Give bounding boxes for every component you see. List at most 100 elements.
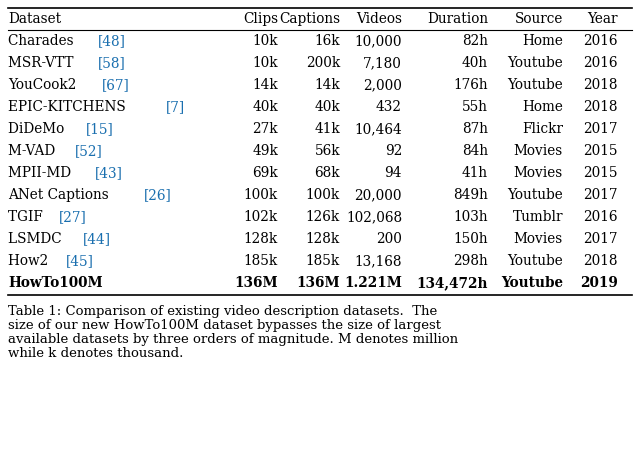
Text: [58]: [58] (98, 56, 126, 70)
Text: 102k: 102k (244, 210, 278, 224)
Text: 14k: 14k (252, 78, 278, 92)
Text: 150h: 150h (453, 232, 488, 246)
Text: 68k: 68k (314, 166, 340, 180)
Text: 126k: 126k (306, 210, 340, 224)
Text: 27k: 27k (252, 122, 278, 136)
Text: 1.221M: 1.221M (344, 276, 402, 290)
Text: 2017: 2017 (584, 232, 618, 246)
Text: 136M: 136M (234, 276, 278, 290)
Text: 10,464: 10,464 (355, 122, 402, 136)
Text: 55h: 55h (462, 100, 488, 114)
Text: 185k: 185k (244, 254, 278, 268)
Text: [15]: [15] (86, 122, 114, 136)
Text: 100k: 100k (306, 188, 340, 202)
Text: while k denotes thousand.: while k denotes thousand. (8, 347, 184, 360)
Text: Home: Home (522, 34, 563, 48)
Text: MPII-MD: MPII-MD (8, 166, 76, 180)
Text: LSMDC: LSMDC (8, 232, 66, 246)
Text: Home: Home (522, 100, 563, 114)
Text: Charades: Charades (8, 34, 78, 48)
Text: Tumblr: Tumblr (513, 210, 563, 224)
Text: 298h: 298h (453, 254, 488, 268)
Text: Youtube: Youtube (508, 254, 563, 268)
Text: 2018: 2018 (584, 100, 618, 114)
Text: HowTo100M: HowTo100M (8, 276, 102, 290)
Text: [43]: [43] (95, 166, 123, 180)
Text: 185k: 185k (306, 254, 340, 268)
Text: [45]: [45] (65, 254, 93, 268)
Text: 41h: 41h (462, 166, 488, 180)
Text: 2,000: 2,000 (363, 78, 402, 92)
Text: 2018: 2018 (584, 254, 618, 268)
Text: 20,000: 20,000 (355, 188, 402, 202)
Text: 103h: 103h (453, 210, 488, 224)
Text: M-VAD: M-VAD (8, 144, 60, 158)
Text: 10,000: 10,000 (355, 34, 402, 48)
Text: 56k: 56k (314, 144, 340, 158)
Text: Table 1: Comparison of existing video description datasets.  The: Table 1: Comparison of existing video de… (8, 305, 437, 318)
Text: 128k: 128k (306, 232, 340, 246)
Text: 128k: 128k (244, 232, 278, 246)
Text: 10k: 10k (252, 56, 278, 70)
Text: 2018: 2018 (584, 78, 618, 92)
Text: ANet Captions: ANet Captions (8, 188, 113, 202)
Text: Flickr: Flickr (522, 122, 563, 136)
Text: 49k: 49k (252, 144, 278, 158)
Text: 14k: 14k (314, 78, 340, 92)
Text: 100k: 100k (244, 188, 278, 202)
Text: Youtube: Youtube (508, 78, 563, 92)
Text: Youtube: Youtube (508, 56, 563, 70)
Text: Duration: Duration (427, 12, 488, 26)
Text: [52]: [52] (75, 144, 102, 158)
Text: Year: Year (588, 12, 618, 26)
Text: 2016: 2016 (584, 210, 618, 224)
Text: 134,472h: 134,472h (417, 276, 488, 290)
Text: Captions: Captions (279, 12, 340, 26)
Text: [67]: [67] (102, 78, 130, 92)
Text: 2016: 2016 (584, 56, 618, 70)
Text: Source: Source (515, 12, 563, 26)
Text: 2015: 2015 (584, 166, 618, 180)
Text: Movies: Movies (514, 144, 563, 158)
Text: available datasets by three orders of magnitude. M denotes million: available datasets by three orders of ma… (8, 333, 458, 346)
Text: 40k: 40k (252, 100, 278, 114)
Text: [26]: [26] (143, 188, 172, 202)
Text: 16k: 16k (314, 34, 340, 48)
Text: How2: How2 (8, 254, 52, 268)
Text: [44]: [44] (83, 232, 111, 246)
Text: 2016: 2016 (584, 34, 618, 48)
Text: 200: 200 (376, 232, 402, 246)
Text: Movies: Movies (514, 232, 563, 246)
Text: 2017: 2017 (584, 122, 618, 136)
Text: [7]: [7] (166, 100, 185, 114)
Text: 2015: 2015 (584, 144, 618, 158)
Text: 2017: 2017 (584, 188, 618, 202)
Text: 13,168: 13,168 (355, 254, 402, 268)
Text: Movies: Movies (514, 166, 563, 180)
Text: EPIC-KITCHENS: EPIC-KITCHENS (8, 100, 130, 114)
Text: [48]: [48] (99, 34, 126, 48)
Text: Youtube: Youtube (508, 188, 563, 202)
Text: MSR-VTT: MSR-VTT (8, 56, 78, 70)
Text: 2019: 2019 (580, 276, 618, 290)
Text: 82h: 82h (462, 34, 488, 48)
Text: 92: 92 (385, 144, 402, 158)
Text: DiDeMo: DiDeMo (8, 122, 68, 136)
Text: [27]: [27] (59, 210, 86, 224)
Text: 136M: 136M (296, 276, 340, 290)
Text: 10k: 10k (252, 34, 278, 48)
Text: 69k: 69k (252, 166, 278, 180)
Text: 7,180: 7,180 (363, 56, 402, 70)
Text: 176h: 176h (453, 78, 488, 92)
Text: 40k: 40k (314, 100, 340, 114)
Text: 40h: 40h (462, 56, 488, 70)
Text: 87h: 87h (462, 122, 488, 136)
Text: 84h: 84h (462, 144, 488, 158)
Text: 200k: 200k (306, 56, 340, 70)
Text: 432: 432 (376, 100, 402, 114)
Text: Clips: Clips (243, 12, 278, 26)
Text: YouCook2: YouCook2 (8, 78, 81, 92)
Text: Dataset: Dataset (8, 12, 61, 26)
Text: 94: 94 (385, 166, 402, 180)
Text: 102,068: 102,068 (346, 210, 402, 224)
